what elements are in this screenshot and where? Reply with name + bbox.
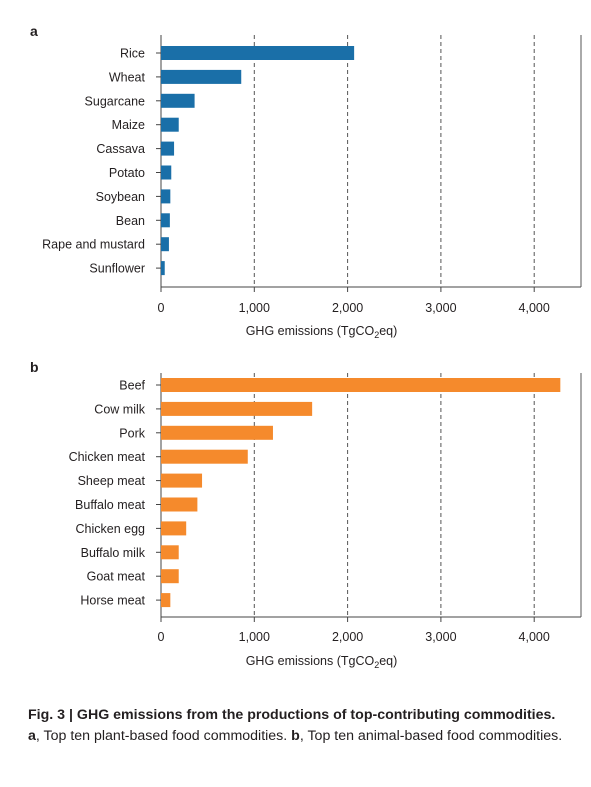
category-label-a-1: Wheat [109,70,146,84]
bar-b-3 [161,449,248,464]
category-label-b-9: Horse meat [80,594,145,608]
x-tick-label-b-4000: 4,000 [519,630,550,644]
bar-b-7 [161,545,179,560]
bar-b-1 [161,401,313,416]
x-tick-label-a-3000: 3,000 [425,301,456,315]
category-label-a-6: Soybean [96,190,145,204]
x-axis-label-b: GHG emissions (TgCO2eq) [246,654,398,670]
category-label-a-3: Maize [112,118,145,132]
bar-a-6 [161,189,171,204]
x-axis-label-end: eq) [379,654,397,668]
category-label-a-9: Sunflower [89,262,145,276]
bar-b-2 [161,425,273,440]
category-label-b-6: Chicken egg [76,522,146,536]
x-tick-label-b-1000: 1,000 [239,630,270,644]
bar-b-9 [161,593,171,608]
x-axis-label-subscript: 2 [374,330,379,340]
x-tick-label-a-4000: 4,000 [519,301,550,315]
bar-a-0 [161,46,355,60]
bar-b-4 [161,473,203,488]
x-axis-label-main: GHG emissions (TgCO [246,654,375,668]
x-tick-label-a-1000: 1,000 [239,301,270,315]
x-tick-label-b-0: 0 [158,630,165,644]
bar-a-7 [161,213,170,228]
bar-b-8 [161,569,179,584]
category-label-a-4: Cassava [96,142,145,156]
category-label-a-0: Rice [120,47,145,61]
x-tick-label-a-0: 0 [158,301,165,315]
category-label-b-8: Goat meat [87,570,146,584]
caption-a-label: a [28,728,36,744]
category-label-b-7: Buffalo milk [81,546,146,560]
bar-a-5 [161,165,172,180]
category-label-b-1: Cow milk [94,402,145,416]
category-label-a-8: Rape and mustard [42,238,145,252]
caption-title: GHG emissions from the productions of to… [76,707,556,723]
caption-fig-label: Fig. 3 | [28,707,77,723]
bar-a-8 [161,237,169,252]
panel-label-b: b [30,359,39,375]
bar-a-1 [161,69,242,84]
bar-a-2 [161,93,195,108]
caption-b-label: b [291,728,300,744]
x-axis-label-a: GHG emissions (TgCO2eq) [246,324,398,340]
x-axis-label-end: eq) [379,324,397,338]
caption-b-text: , Top ten animal-based food commodities. [299,728,563,744]
category-label-b-4: Sheep meat [78,474,146,488]
category-label-b-2: Pork [119,426,145,440]
category-label-a-5: Potato [109,166,145,180]
x-tick-label-b-2000: 2,000 [332,630,363,644]
x-tick-label-b-3000: 3,000 [425,630,456,644]
bar-b-5 [161,497,198,512]
bar-b-6 [161,521,187,536]
category-label-b-5: Buffalo meat [75,498,145,512]
bar-a-9 [161,261,165,276]
figure-caption: Fig. 3 | GHG emissions from the producti… [28,705,568,747]
x-axis-label-subscript: 2 [374,660,379,670]
category-label-b-3: Chicken meat [69,450,146,464]
category-label-a-7: Bean [116,214,145,228]
panel-label-a: a [30,23,38,39]
category-label-a-2: Sugarcane [85,94,146,108]
x-tick-label-a-2000: 2,000 [332,301,363,315]
category-label-b-0: Beef [119,379,145,393]
bar-a-4 [161,141,175,156]
bar-b-0 [161,378,561,392]
caption-a-text: , Top ten plant-based food commodities. [35,728,292,744]
figure-canvas: a 0 1,000 2,000 3,000 4,000 GHG emissions (TgC… [30,23,582,670]
x-axis-label-main: GHG emissions (TgCO [246,324,375,338]
bar-a-3 [161,117,179,132]
